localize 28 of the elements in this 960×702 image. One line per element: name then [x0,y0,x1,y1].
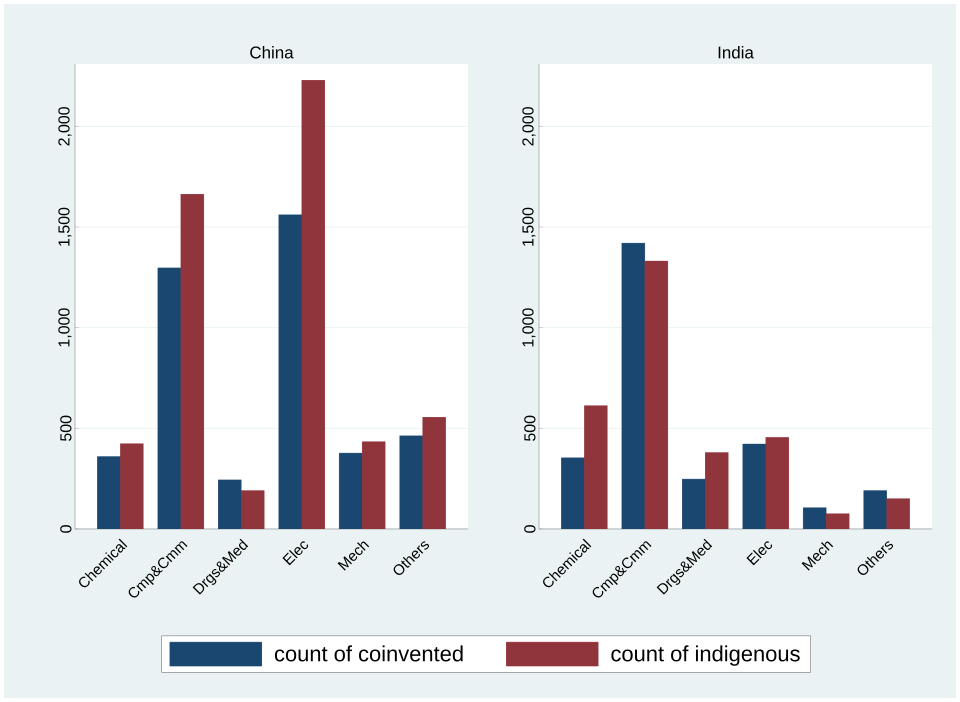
chart-title: India [718,46,754,58]
bar [120,443,144,529]
y-tick-label: 2,000 [58,107,72,146]
y-tick-label: 0 [60,525,72,533]
x-tick-label: Elec [282,541,308,566]
bar [339,452,362,529]
y-tick-label: 1,500 [522,208,536,246]
bar [241,490,264,529]
chart-title: China [250,46,294,58]
y-tick-label: 1,000 [522,308,536,346]
bar [278,214,302,529]
legend-label: count of coinvented [274,645,463,662]
y-tick-label: 500 [60,416,72,441]
bar [218,480,242,529]
x-tick-label: Elec [746,541,772,566]
bar [422,417,446,529]
bar [362,441,386,529]
y-tick-label: 0 [524,525,536,533]
y-tick-label: 500 [524,416,536,441]
bar [97,456,121,529]
bar [399,436,423,529]
bar [302,80,325,529]
y-tick-label: 1,000 [58,308,72,346]
legend-label: count of indigenous [611,645,800,666]
y-tick-label: 1,500 [58,208,72,246]
bar [180,194,204,529]
bar [158,268,182,529]
y-tick-label: 2,000 [522,107,536,146]
